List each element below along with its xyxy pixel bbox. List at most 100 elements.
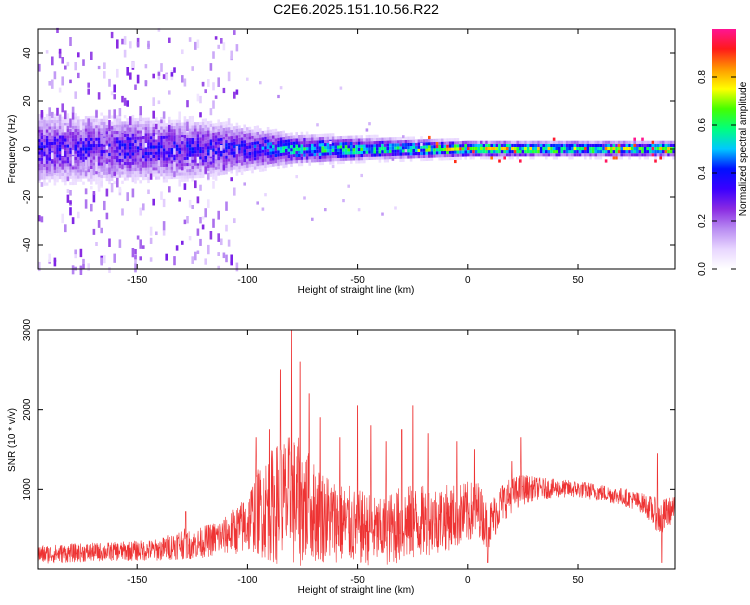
spectrogram-cell <box>482 153 486 157</box>
spectrogram-cell <box>415 155 418 159</box>
spectrogram-cell <box>576 153 579 157</box>
spectrogram-cell <box>573 150 577 154</box>
spectrogram-cell <box>168 169 171 173</box>
spectrogram-cell <box>495 143 499 147</box>
spectrogram-cell <box>126 118 129 122</box>
spectrogram-cell <box>100 156 103 160</box>
spectrogram-cell <box>74 144 77 148</box>
spectrogram-cell <box>238 137 241 142</box>
spectrogram-cell <box>355 151 358 155</box>
spectrogram-cell <box>425 157 428 161</box>
spectrogram-cell <box>334 136 337 140</box>
spectrogram-cell <box>365 128 369 132</box>
spectrogram-cell <box>77 116 80 120</box>
spectrogram-cell <box>625 150 629 154</box>
spectrogram-cell <box>157 28 161 32</box>
spectrogram-cell <box>181 122 184 126</box>
spectrogram-cell <box>277 150 280 154</box>
spectrogram-cell <box>495 150 499 154</box>
spectrogram-cell <box>84 137 88 142</box>
spectrogram-cell <box>469 150 473 154</box>
spectrogram-cell <box>204 155 207 160</box>
spectrogram-cell <box>113 253 116 263</box>
spectrogram-cell <box>238 165 241 170</box>
spectrogram-cell <box>53 130 57 137</box>
spectrogram-cell <box>212 181 215 189</box>
spectrogram-cell <box>188 144 192 148</box>
spectrogram-cell <box>287 136 291 140</box>
spectrogram-cell <box>165 126 168 130</box>
spectrogram-cell <box>113 168 116 172</box>
spectrogram-cell <box>45 182 49 186</box>
spectrogram-cell <box>347 135 350 139</box>
spectrogram-cell <box>227 155 231 159</box>
spectrogram-cell <box>238 162 241 166</box>
spectrogram-cell <box>256 150 259 154</box>
spectrogram-cell <box>61 138 64 142</box>
spectrogram-cell <box>66 160 70 164</box>
spectrogram-cell <box>53 151 57 155</box>
spectrogram-cell <box>376 134 379 138</box>
spectrogram-cell <box>165 179 168 183</box>
spectrogram-cell <box>407 136 410 140</box>
spectrogram-cell <box>298 156 301 161</box>
spectrogram-cell <box>100 181 103 186</box>
spectrogram-cell <box>415 152 418 156</box>
spectrogram-cell <box>77 144 80 148</box>
spectrogram-cell <box>100 159 103 163</box>
spectrogram-cell <box>578 153 582 157</box>
spectrogram-cell <box>201 153 205 157</box>
spectrogram-cell <box>129 168 132 172</box>
spectrogram-cell <box>97 140 101 144</box>
spectrogram-cell <box>168 148 171 152</box>
spectrogram-cell <box>110 172 114 178</box>
spectrogram-cell <box>274 160 278 164</box>
spectrogram-cell <box>233 145 236 149</box>
spectrogram-cell <box>490 146 493 151</box>
spectrogram-cell <box>217 156 220 161</box>
spectrogram-cell <box>173 148 176 155</box>
spectrogram-cell <box>144 151 148 156</box>
spectrogram-cell <box>355 154 358 158</box>
spectrogram-cell <box>230 164 233 168</box>
spectrogram-cell <box>266 148 270 152</box>
spectrogram-cell <box>272 141 275 145</box>
spectrogram-cell <box>134 171 137 175</box>
spectrogram-cell <box>142 173 145 178</box>
spectrogram-cell <box>188 169 192 173</box>
spectrogram-cell <box>87 263 90 271</box>
spectrogram-cell <box>474 143 478 147</box>
spectrogram-cell <box>381 137 384 141</box>
spectrogram-cell <box>134 130 137 134</box>
spectrogram-cell <box>64 150 67 155</box>
spectrogram-cell <box>126 130 129 134</box>
spectrogram-cell <box>79 159 83 163</box>
spectrogram-cell <box>472 140 475 144</box>
spectrogram-cell <box>40 154 44 158</box>
spectrogram-cell <box>45 173 49 177</box>
spectrogram-cell <box>331 145 335 149</box>
spectrogram-cell <box>147 133 150 137</box>
colorbar-tick-label: 0.8 <box>697 70 708 84</box>
spectrogram-cell <box>118 121 122 125</box>
spectrogram-cell <box>194 131 197 135</box>
spectrogram-cell <box>108 159 111 163</box>
spectrogram-cell <box>277 131 280 135</box>
spectrogram-cell <box>152 129 155 133</box>
spectrogram-cell <box>66 119 70 123</box>
spectrogram-cell <box>110 143 114 147</box>
spectrogram-cell <box>511 146 514 151</box>
spectrogram-cell <box>422 154 426 158</box>
spectrogram-cell <box>651 150 655 154</box>
spectrogram-cell <box>84 170 88 177</box>
spectrogram-cell <box>61 103 64 113</box>
spectrogram-cell <box>45 50 49 54</box>
spectrogram-cell <box>612 146 616 151</box>
spectrogram-cell <box>537 146 540 151</box>
spectrogram-cell <box>339 136 343 140</box>
spectrogram-cell <box>168 136 171 141</box>
spectrogram-cell <box>92 178 96 182</box>
spectrogram-cell <box>321 155 324 159</box>
spectrogram-cell <box>269 160 272 164</box>
spectrogram-cell <box>139 174 142 178</box>
